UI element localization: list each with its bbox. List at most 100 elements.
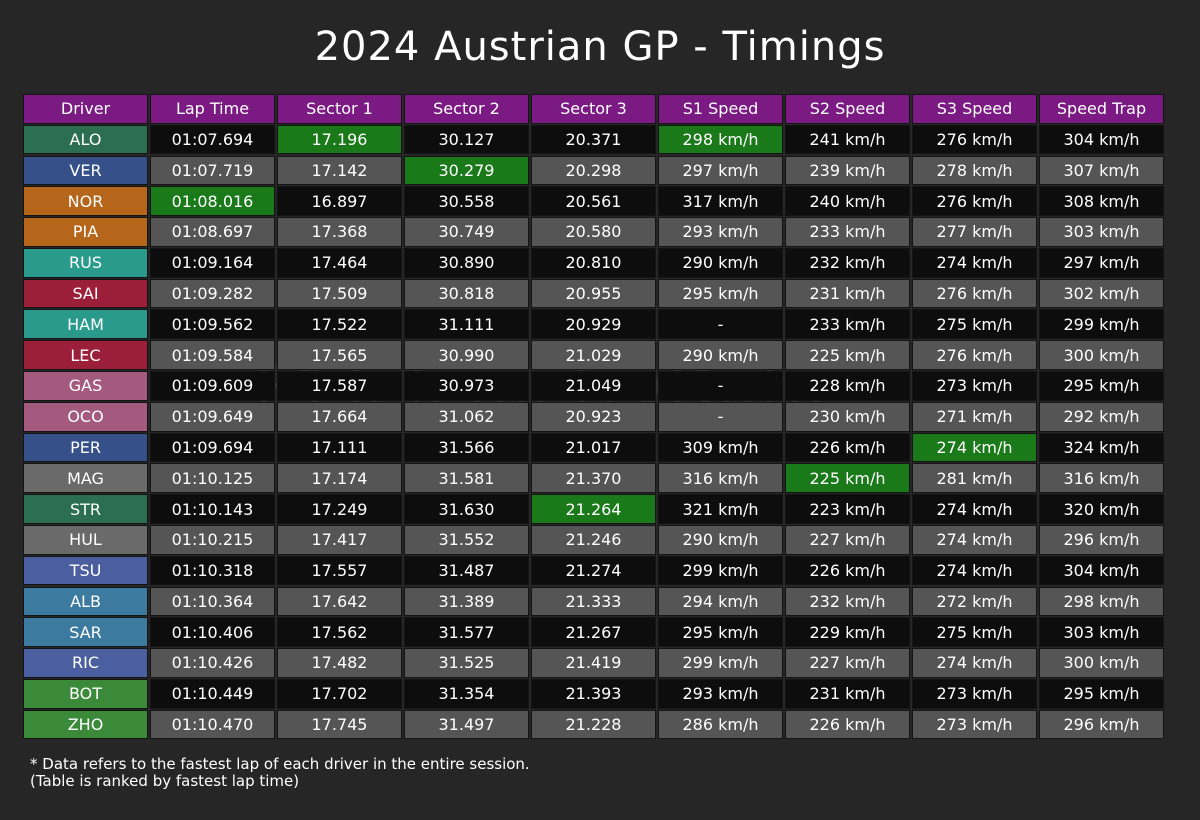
table-cell: 17.142 — [277, 155, 402, 186]
table-cell: 17.196 — [277, 124, 402, 155]
table-cell: 17.509 — [277, 278, 402, 309]
table-cell: 297 km/h — [658, 155, 783, 186]
table-cell: 31.354 — [404, 678, 529, 709]
table-cell: 320 km/h — [1039, 494, 1164, 524]
column-header: S1 Speed — [658, 94, 783, 124]
table-cell: 31.497 — [404, 709, 529, 740]
table-cell: 295 km/h — [1039, 371, 1164, 401]
driver-cell: ZHO — [23, 709, 148, 740]
table-cell: 296 km/h — [1039, 524, 1164, 555]
table-cell: 21.267 — [531, 617, 656, 647]
table-cell: 21.049 — [531, 371, 656, 401]
driver-cell: SAI — [23, 278, 148, 309]
driver-cell: RIC — [23, 648, 148, 678]
table-cell: 298 km/h — [1039, 586, 1164, 617]
table-cell: 290 km/h — [658, 340, 783, 370]
table-cell: 300 km/h — [1039, 340, 1164, 370]
table-cell: 292 km/h — [1039, 401, 1164, 432]
table-cell: 01:07.719 — [150, 155, 275, 186]
table-cell: 30.558 — [404, 186, 529, 217]
table-cell: 31.389 — [404, 586, 529, 617]
timing-table: Driver Lap Time Sector 1 Sector 2 Sector 3 S1… — [23, 94, 1164, 740]
page-title: 2024 Austrian GP - Timings — [314, 24, 886, 70]
table-cell: 293 km/h — [658, 217, 783, 247]
driver-cell: NOR — [23, 186, 148, 217]
table-cell: 31.525 — [404, 648, 529, 678]
table-cell: 01:10.470 — [150, 709, 275, 740]
table-cell: 225 km/h — [785, 463, 910, 494]
table-cell: - — [658, 371, 783, 401]
table-cell: 01:09.649 — [150, 401, 275, 432]
table-cell: 233 km/h — [785, 217, 910, 247]
table-cell: 31.577 — [404, 617, 529, 647]
table-cell: 298 km/h — [658, 124, 783, 155]
column-header: Sector 2 — [404, 94, 529, 124]
table-cell: 276 km/h — [912, 278, 1037, 309]
column-header: S3 Speed — [912, 94, 1037, 124]
table-cell: 272 km/h — [912, 586, 1037, 617]
table-cell: 281 km/h — [912, 463, 1037, 494]
table-cell: 276 km/h — [912, 124, 1037, 155]
footnote: * Data refers to the fastest lap of each… — [30, 756, 530, 790]
table-cell: 278 km/h — [912, 155, 1037, 186]
table-cell: 232 km/h — [785, 247, 910, 278]
table-cell: 17.522 — [277, 309, 402, 340]
table-cell: 273 km/h — [912, 709, 1037, 740]
table-cell: - — [658, 401, 783, 432]
driver-cell: RUS — [23, 247, 148, 278]
table-cell: 276 km/h — [912, 186, 1037, 217]
table-cell: 290 km/h — [658, 524, 783, 555]
table-cell: 17.557 — [277, 555, 402, 586]
driver-cell: HUL — [23, 524, 148, 555]
table-cell: 21.246 — [531, 524, 656, 555]
driver-cell: ALO — [23, 124, 148, 155]
table-cell: 17.664 — [277, 401, 402, 432]
table-cell: 01:10.406 — [150, 617, 275, 647]
table-cell: 303 km/h — [1039, 617, 1164, 647]
table-cell: 241 km/h — [785, 124, 910, 155]
table-cell: 17.482 — [277, 648, 402, 678]
table-cell: 21.228 — [531, 709, 656, 740]
table-cell: 232 km/h — [785, 586, 910, 617]
table-cell: 303 km/h — [1039, 217, 1164, 247]
table-cell: 17.745 — [277, 709, 402, 740]
column-header: S2 Speed — [785, 94, 910, 124]
table-cell: 274 km/h — [912, 524, 1037, 555]
table-cell: 239 km/h — [785, 155, 910, 186]
table-cell: 308 km/h — [1039, 186, 1164, 217]
table-cell: 299 km/h — [658, 555, 783, 586]
table-cell: 276 km/h — [912, 340, 1037, 370]
table-cell: 17.642 — [277, 586, 402, 617]
footnote-line-2: (Table is ranked by fastest lap time) — [30, 772, 300, 790]
driver-cell: BOT — [23, 678, 148, 709]
table-cell: 17.587 — [277, 371, 402, 401]
table-cell: 307 km/h — [1039, 155, 1164, 186]
table-cell: 30.818 — [404, 278, 529, 309]
table-cell: 21.393 — [531, 678, 656, 709]
table-cell: 17.464 — [277, 247, 402, 278]
table-cell: 295 km/h — [658, 278, 783, 309]
table-cell: 01:09.694 — [150, 432, 275, 463]
driver-cell: HAM — [23, 309, 148, 340]
table-cell: 17.417 — [277, 524, 402, 555]
table-cell: 295 km/h — [658, 617, 783, 647]
table-cell: 21.017 — [531, 432, 656, 463]
table-cell: 300 km/h — [1039, 648, 1164, 678]
column-header: Speed Trap — [1039, 94, 1164, 124]
driver-cell: PER — [23, 432, 148, 463]
table-cell: 31.552 — [404, 524, 529, 555]
table-cell: 21.333 — [531, 586, 656, 617]
table-cell: 231 km/h — [785, 678, 910, 709]
table-cell: 302 km/h — [1039, 278, 1164, 309]
table-cell: 316 km/h — [658, 463, 783, 494]
table-cell: 290 km/h — [658, 247, 783, 278]
table-cell: 233 km/h — [785, 309, 910, 340]
table-cell: 20.561 — [531, 186, 656, 217]
table-cell: 01:09.562 — [150, 309, 275, 340]
table-cell: 01:10.143 — [150, 494, 275, 524]
table-cell: 17.702 — [277, 678, 402, 709]
table-cell: 31.566 — [404, 432, 529, 463]
table-cell: 21.274 — [531, 555, 656, 586]
table-cell: 30.749 — [404, 217, 529, 247]
column-header: Driver — [23, 94, 148, 124]
